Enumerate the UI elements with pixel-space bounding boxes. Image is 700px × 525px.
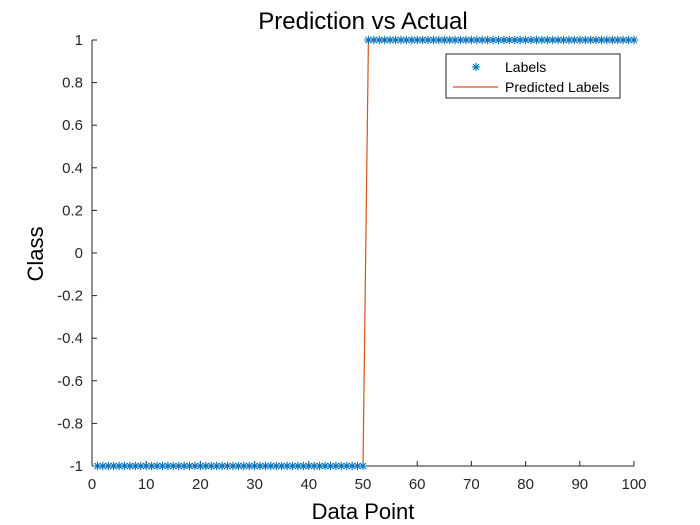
series-labels-marker [131,461,140,471]
series-labels-marker [255,461,265,471]
legend-predicted-labels-text: Predicted Labels [505,79,609,95]
y-tick-label: -0.2 [57,288,83,305]
series-labels-marker [201,461,211,471]
series-labels-marker [120,461,129,471]
series-labels-marker [396,35,406,45]
series-labels-marker [483,35,492,45]
legend: Labels Predicted Labels [445,53,621,99]
plot-area [93,35,639,471]
x-axis-title: Data Point [312,499,415,524]
series-labels-marker [526,35,536,45]
series-labels-marker [445,35,454,45]
legend-box [445,53,621,99]
series-labels-marker [369,35,379,45]
series-labels-marker [564,35,574,45]
series-labels-marker [358,461,368,471]
y-axis-title: Class [23,226,48,281]
y-tick-label: -0.6 [57,373,83,390]
y-tick-label: -1 [70,458,83,475]
x-tick-label: 0 [88,476,96,493]
y-tick-label: -0.4 [57,330,83,347]
series-labels-marker [478,35,487,45]
y-tick-label: 1 [75,32,83,49]
series-labels-marker [190,461,200,471]
series-labels-marker [342,461,351,471]
series-labels-marker [548,35,557,45]
series-labels-marker [629,35,639,45]
series-labels-marker [337,461,346,471]
series-labels-marker [402,35,411,45]
series-labels-marker [597,35,606,45]
series-labels-marker [559,35,568,45]
series-labels-marker [104,461,113,471]
y-tick-label: 0.6 [62,117,83,134]
legend-labels-marker-icon [471,62,481,72]
y-tick-label: -0.8 [57,415,83,432]
y-tick-label: 0.2 [62,202,83,219]
x-tick-label: 10 [138,476,155,493]
series-labels-marker [207,461,216,471]
x-tick-label: 20 [192,476,209,493]
x-tick-label: 30 [246,476,263,493]
series-labels-marker [93,461,102,471]
series-labels-marker [109,461,118,471]
series-labels-marker [152,461,162,471]
x-tick-label: 90 [571,476,588,493]
series-labels-marker [521,35,530,45]
x-tick-label: 40 [300,476,317,493]
chart-title: Prediction vs Actual [258,8,467,35]
x-tick-label: 100 [621,476,646,493]
y-tick-label: 0 [75,245,83,262]
series-labels-marker [125,461,135,471]
legend-labels-marker [471,62,481,72]
x-tick-label: 80 [517,476,534,493]
x-tick-label: 50 [355,476,372,493]
series-labels-marker [304,461,313,471]
x-tick-label: 70 [463,476,480,493]
axes: 0 10 20 30 40 50 60 70 80 90 100-1-0.8-0.6-0.4-0.2… [57,32,646,493]
series-labels-marker [114,461,124,471]
legend-labels-text: Labels [505,59,546,75]
y-tick-label: 0.4 [62,160,83,177]
series-labels-marker [347,461,357,471]
series-labels-marker [586,35,595,45]
y-tick-label: 0.8 [62,75,83,92]
series-labels-marker [581,35,590,45]
series-labels-marker [315,461,324,471]
x-tick-label: 60 [409,476,426,493]
series-labels-marker [326,461,335,471]
